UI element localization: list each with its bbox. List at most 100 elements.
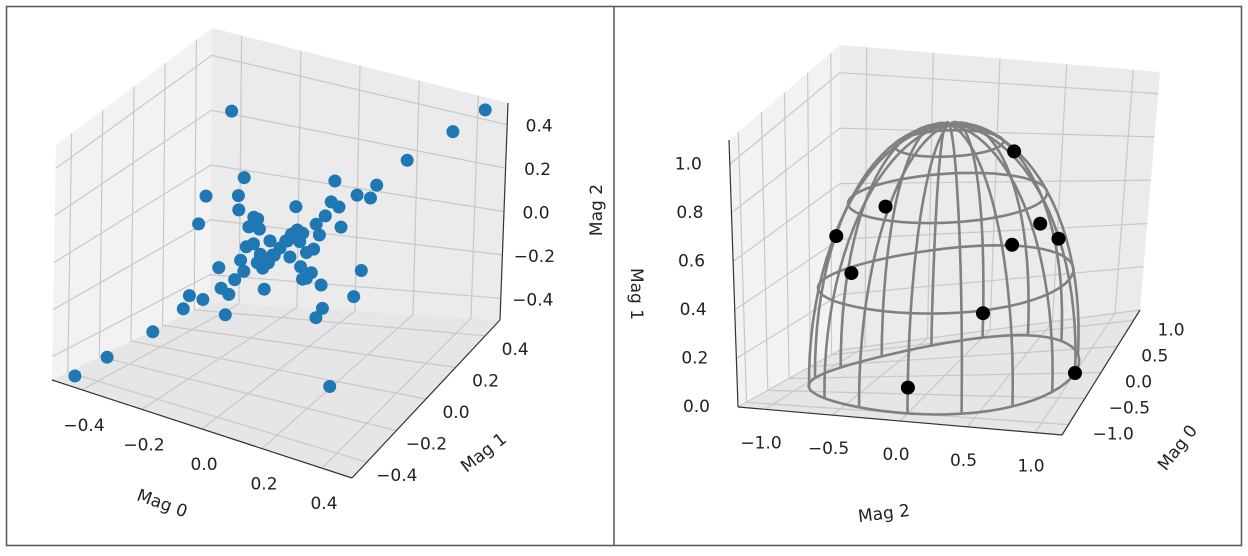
z-tick-label: −0.5 <box>808 439 849 459</box>
data-point <box>312 228 326 242</box>
data-point <box>1005 237 1020 252</box>
y-tick-label: 0.0 <box>683 397 710 417</box>
data-point <box>253 247 267 261</box>
z-tick-label: −1.0 <box>740 433 781 453</box>
data-point <box>290 223 304 237</box>
data-point <box>192 217 206 231</box>
data-point <box>334 220 348 234</box>
y-tick-label: 0.6 <box>678 251 705 271</box>
x-tick-label: 0.4 <box>310 494 337 514</box>
y-tick-label: 0.0 <box>442 403 469 423</box>
y-tick-label: −0.4 <box>376 466 417 486</box>
data-point <box>234 253 248 267</box>
left-3d-scatter-panel: −0.4−0.4−0.4−0.2 −0.2−0.20.00.00.00.20.20… <box>51 28 607 522</box>
data-point <box>228 273 242 287</box>
data-point <box>212 261 226 275</box>
data-point <box>307 242 321 256</box>
axis-lines <box>51 102 509 479</box>
data-point <box>237 264 251 278</box>
data-point <box>100 350 114 364</box>
y-tick-label: 0.4 <box>680 300 707 320</box>
y-tick-label: 0.4 <box>502 340 529 360</box>
data-point <box>347 290 361 304</box>
data-point <box>222 287 236 301</box>
z-tick-label: 0.5 <box>950 451 977 471</box>
pane-back-left <box>729 45 840 407</box>
x-tick-label: 0.2 <box>250 475 277 495</box>
data-point <box>304 266 318 280</box>
data-point <box>309 217 323 231</box>
y-tick-label: −0.2 <box>406 435 447 455</box>
data-point <box>478 103 492 117</box>
data-point <box>370 178 384 192</box>
hemisphere-points <box>829 144 1082 395</box>
data-point <box>146 325 160 339</box>
y-tick-label: 0.8 <box>676 203 703 223</box>
data-point <box>400 153 414 167</box>
data-point <box>237 171 251 185</box>
z-tick-label: −0.4 <box>512 290 553 310</box>
x-tick-label: −1.0 <box>1093 425 1134 445</box>
data-point <box>68 369 82 383</box>
data-point <box>1068 366 1082 380</box>
data-point <box>232 203 246 217</box>
grid-lines <box>729 47 1159 434</box>
data-point <box>289 200 303 214</box>
x-tick-label: −0.5 <box>1109 399 1150 419</box>
data-point <box>196 293 210 306</box>
grid-lines <box>52 35 508 469</box>
data-point <box>976 306 990 321</box>
z-axis-label: Mag 2 <box>587 184 607 236</box>
z-tick-label: −0.2 <box>514 247 555 267</box>
data-point <box>315 301 329 315</box>
data-point <box>844 266 859 281</box>
wire-parallel <box>807 333 1081 416</box>
data-point <box>231 189 245 203</box>
data-point <box>350 188 364 202</box>
x-tick-label: −0.4 <box>63 416 104 436</box>
y-tick-label: 0.2 <box>472 371 499 391</box>
data-point <box>364 191 377 205</box>
x-tick-label: −0.2 <box>123 435 164 455</box>
data-point <box>199 189 213 203</box>
data-point <box>318 209 332 223</box>
data-point <box>293 235 307 249</box>
y-tick-label: 1.0 <box>675 154 702 174</box>
data-point <box>354 264 368 277</box>
data-point <box>878 199 893 214</box>
data-point <box>247 210 261 224</box>
data-point <box>900 380 915 395</box>
data-point <box>242 220 256 234</box>
pane-back-left <box>52 28 212 380</box>
data-point <box>314 278 328 292</box>
y-tick-label: 0.2 <box>681 348 708 368</box>
pane-floor <box>52 302 500 478</box>
wire-parallel <box>846 171 1049 225</box>
data-point <box>218 308 232 322</box>
z-tick-label: 1.0 <box>1017 457 1044 477</box>
data-point <box>324 195 338 209</box>
x-tick-label: 1.0 <box>1158 320 1185 340</box>
data-point <box>323 380 337 393</box>
data-point <box>256 261 270 275</box>
data-point <box>263 234 277 248</box>
data-point <box>176 302 190 316</box>
data-point <box>309 311 323 325</box>
data-point <box>1007 144 1022 159</box>
z-tick-label: 0.4 <box>526 117 553 137</box>
scatter-points <box>68 103 492 393</box>
z-tick-label: 0.0 <box>882 445 909 465</box>
axis-lines <box>728 139 1141 436</box>
data-point <box>1033 216 1048 231</box>
data-point <box>283 250 297 264</box>
x-tick-label: 0.0 <box>190 455 217 475</box>
data-point <box>328 174 342 188</box>
data-point <box>257 282 271 296</box>
right-3d-hemisphere-panel: −1.0 −1.0 −0.5 −0.5 0.0 0.0 0.5 0.5 1.0 1.0 0.0 0.2… <box>626 45 1202 527</box>
data-point <box>182 289 196 303</box>
data-point <box>252 222 266 236</box>
z-tick-label: 0.2 <box>524 160 551 180</box>
y-axis-label: Mag 1 <box>626 268 646 320</box>
